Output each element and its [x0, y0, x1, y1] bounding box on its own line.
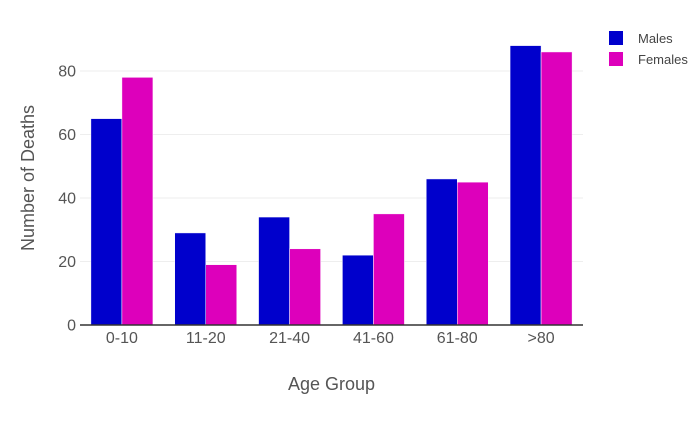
- bar-males-4: [425, 178, 458, 326]
- x-tick-label: 41-60: [353, 330, 394, 347]
- bar-females-0: [121, 77, 154, 326]
- y-axis-title: Number of Deaths: [18, 105, 38, 251]
- bar-females-4: [457, 181, 489, 326]
- y-tick-label: 0: [67, 318, 76, 335]
- bar-males-3: [342, 254, 374, 326]
- bars: [90, 45, 573, 326]
- legend-label-males: Males: [638, 31, 673, 46]
- y-tick-label: 80: [58, 64, 76, 81]
- x-tick-label: >80: [528, 330, 555, 347]
- bar-females-3: [373, 213, 405, 326]
- legend-swatch-males: [609, 31, 623, 45]
- x-tick-label: 61-80: [437, 330, 478, 347]
- bar-males-0: [90, 118, 123, 326]
- bar-males-2: [258, 216, 290, 326]
- y-tick-label: 20: [58, 254, 76, 271]
- x-axis-ticks: 0-10 11-20 21-40 41-60 61-80 >80: [106, 330, 555, 347]
- bar-females-2: [289, 248, 321, 326]
- gridlines: [80, 70, 583, 263]
- x-axis-title: Age Group: [288, 374, 375, 394]
- y-tick-label: 40: [58, 191, 76, 208]
- legend-swatch-females: [609, 52, 623, 66]
- bar-females-1: [205, 264, 238, 326]
- x-tick-label: 11-20: [186, 330, 226, 347]
- x-tick-label: 0-10: [106, 330, 138, 347]
- y-axis-ticks: 0 20 40 60 80: [58, 64, 76, 335]
- legend: Males Females: [609, 31, 688, 67]
- legend-label-females: Females: [638, 52, 688, 67]
- bar-males-1: [174, 232, 207, 326]
- x-tick-label: 21-40: [269, 330, 310, 347]
- bar-males-5: [509, 45, 542, 326]
- bar-females-5: [540, 51, 573, 326]
- y-tick-label: 60: [58, 127, 76, 144]
